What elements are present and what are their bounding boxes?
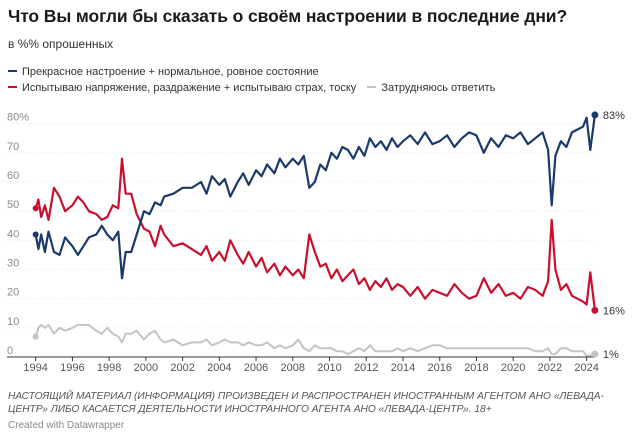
legend-swatch-hard-to-say — [367, 86, 377, 89]
x-tick-label: 2010 — [317, 362, 341, 374]
series-start-point-1 — [32, 231, 39, 238]
series-end-label-2: 16% — [603, 305, 625, 317]
line-chart: 0 10 20 30 40 50 60 70 80% 1994 1996 1998 2000 2002 20… — [7, 110, 625, 374]
x-tick-label: 1994 — [23, 362, 47, 374]
chart-title: Что Вы могли бы сказать о своём настроен… — [8, 6, 568, 26]
series-line-1 — [34, 113, 596, 280]
y-tick-label: 50 — [7, 199, 19, 211]
series-start-point-2 — [32, 205, 39, 212]
legend-item-tension: Испытываю напряжение, раздражение + испы… — [8, 80, 356, 96]
legend-swatch-tension — [8, 86, 17, 89]
x-tick-label: 2008 — [281, 362, 305, 374]
x-tick-label: 2018 — [464, 362, 488, 374]
legend-item-hard-to-say: Затрудняюсь ответить — [367, 80, 495, 96]
chart-legend: Прекрасное настроение + нормальное, ровн… — [8, 64, 628, 96]
foreign-agent-footnote: НАСТОЯЩИЙ МАТЕРИАЛ (ИНФОРМАЦИЯ) ПРОИЗВЕД… — [8, 391, 604, 415]
series-end-point-2 — [591, 306, 599, 314]
x-tick-label: 2006 — [244, 362, 268, 374]
series-end-label-3: 1% — [603, 349, 619, 361]
legend-item-good-mood: Прекрасное настроение + нормальное, ровн… — [8, 64, 319, 80]
x-tick-label: 2002 — [170, 362, 194, 374]
legend-swatch-good-mood — [8, 70, 17, 73]
x-tick-label: 2016 — [427, 362, 451, 374]
y-tick-label: 80% — [7, 112, 29, 124]
datawrapper-credit: Created with Datawrapper — [8, 420, 125, 431]
series-end-point-3 — [591, 350, 599, 358]
legend-label-tension: Испытываю напряжение, раздражение + испы… — [22, 82, 357, 94]
y-tick-label: 0 — [7, 345, 13, 357]
series-end-label-1: 83% — [603, 110, 625, 122]
x-tick-label: 2012 — [354, 362, 378, 374]
x-tick-label: 1998 — [97, 362, 121, 374]
y-tick-label: 20 — [7, 287, 19, 299]
series-start-point-3 — [32, 333, 39, 340]
series-line-3 — [34, 323, 596, 357]
y-tick-label: 30 — [7, 258, 19, 270]
chart-subtitle: в %% опрошенных — [8, 37, 114, 51]
x-tick-label: 2004 — [207, 362, 231, 374]
x-tick-label: 2022 — [538, 362, 562, 374]
x-tick-label: 2024 — [574, 362, 598, 374]
x-tick-label: 1996 — [60, 362, 84, 374]
y-tick-label: 40 — [7, 228, 19, 240]
legend-label-good-mood: Прекрасное настроение + нормальное, ровн… — [22, 66, 319, 78]
legend-label-hard-to-say: Затрудняюсь ответить — [381, 82, 496, 94]
x-tick-label: 2014 — [391, 362, 415, 374]
series-line-2 — [34, 157, 596, 312]
y-tick-label: 70 — [7, 141, 19, 153]
series-end-point-1 — [591, 111, 599, 119]
y-tick-label: 10 — [7, 316, 19, 328]
x-tick-label: 2000 — [134, 362, 158, 374]
y-tick-label: 60 — [7, 170, 19, 182]
x-tick-label: 2020 — [501, 362, 525, 374]
